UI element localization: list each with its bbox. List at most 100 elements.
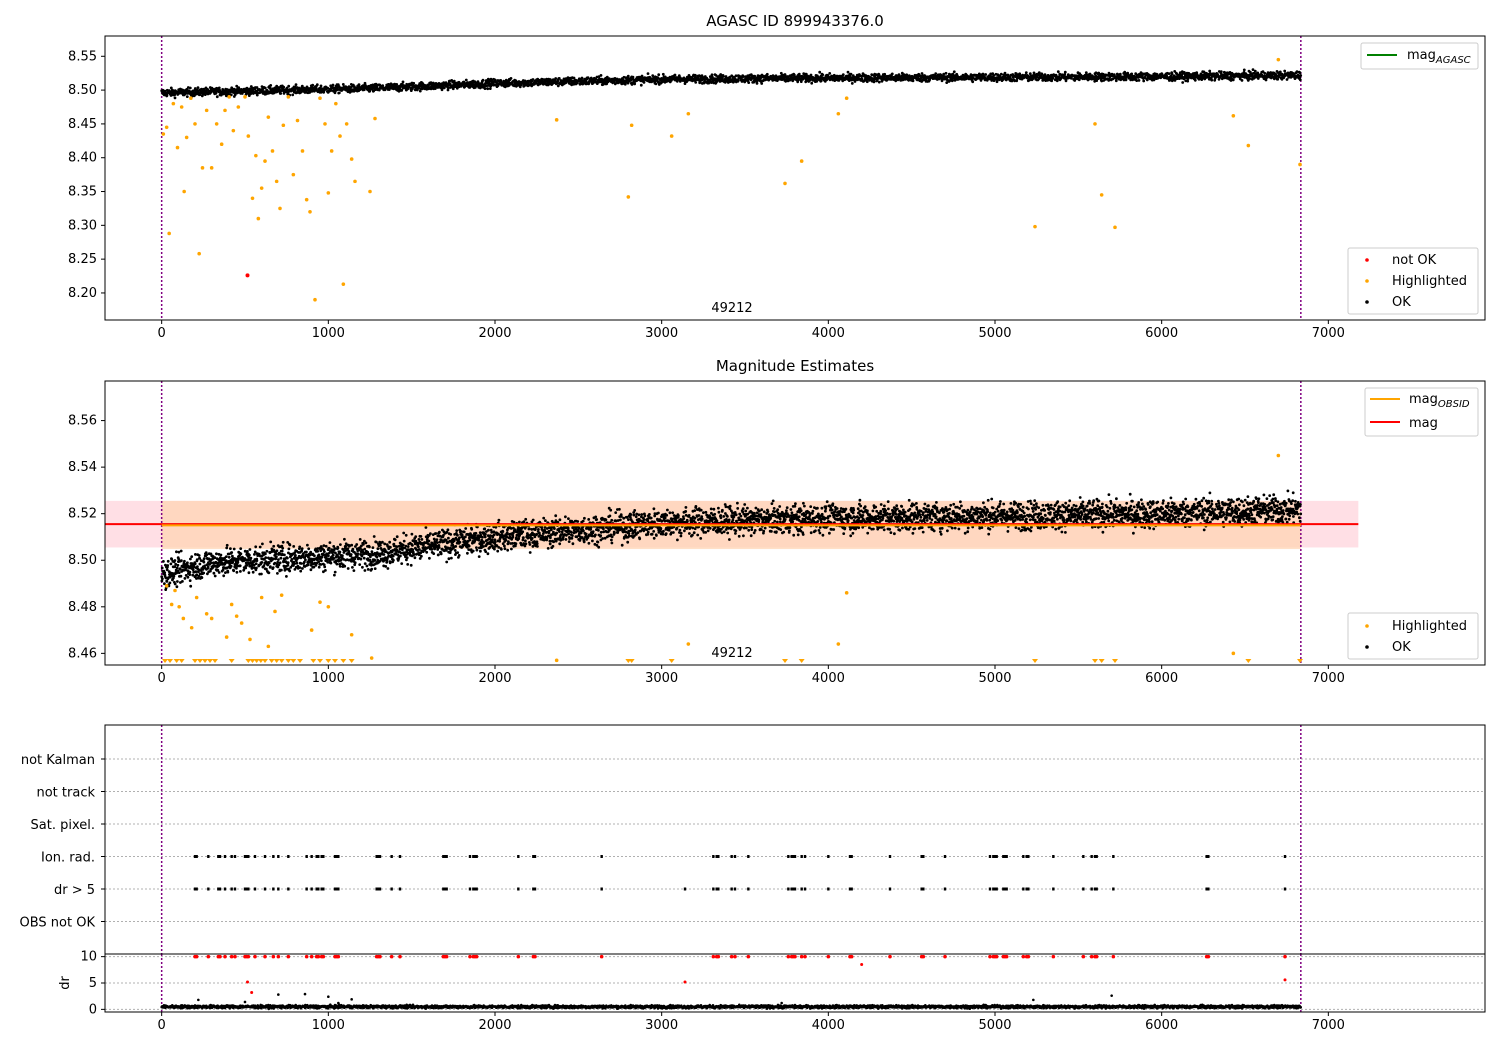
flag-marker <box>310 855 313 858</box>
flag-marker <box>193 887 197 891</box>
highlighted-below-range-marker <box>317 659 323 663</box>
dr-not-ok-point <box>860 963 864 967</box>
highlighted-point <box>836 642 841 646</box>
flag-marker <box>287 855 290 858</box>
dr-ok-point <box>780 1001 783 1005</box>
flag-marker <box>378 855 382 858</box>
agasc-axes-frame <box>104 35 1486 321</box>
y-tick-label: 8.20 <box>68 286 97 301</box>
dr-not-ok-point <box>246 980 249 984</box>
flag-marker <box>1093 887 1097 891</box>
dr-not-ok-capped-point <box>444 954 449 959</box>
flag-marker <box>277 887 280 891</box>
highlighted-point <box>309 628 314 632</box>
highlighted-point <box>250 196 255 201</box>
highlighted-point <box>1276 57 1281 62</box>
highlighted-point <box>326 191 331 195</box>
flag-marker <box>992 887 995 891</box>
x-tick-label: 2000 <box>478 671 511 686</box>
highlighted-point <box>844 591 849 595</box>
dr-not-ok-capped-point <box>1004 954 1009 959</box>
flag-marker <box>1090 887 1093 891</box>
x-tick-label: 0 <box>158 326 166 341</box>
x-tick-label: 4000 <box>812 671 845 686</box>
flag-marker <box>600 855 603 858</box>
flag-row-label: Ion. rad. <box>41 851 95 866</box>
agasc-magnitude-panel: AGASC ID 899943376.0 0 1000 2000 3000 4000 50… <box>68 12 1486 341</box>
flag-marker <box>322 855 325 858</box>
flag-marker <box>712 855 715 858</box>
dr-not-ok-capped-point <box>468 954 472 959</box>
flag-marker <box>995 855 998 858</box>
highlighted-point <box>229 602 234 607</box>
dr-not-ok-capped-point <box>533 954 537 959</box>
highlighted-point <box>184 135 189 140</box>
highlighted-below-range-marker <box>348 659 355 663</box>
x-tick-label: 2000 <box>478 326 511 341</box>
highlighted-point <box>173 588 177 593</box>
highlighted-below-range-marker <box>310 659 317 663</box>
legend-label-highlighted: Highlighted <box>1392 274 1467 289</box>
flag-marker <box>1025 887 1028 891</box>
dr-ok-point <box>337 1001 340 1005</box>
flag-marker <box>317 855 320 858</box>
highlighted-point <box>164 125 169 130</box>
flag-marker <box>377 855 380 858</box>
dr-not-ok-capped-point <box>223 954 227 959</box>
flag-marker <box>888 887 892 891</box>
dr-not-ok-capped-point <box>921 954 926 959</box>
dr-not-ok-capped-point <box>194 954 199 959</box>
flag-marker <box>1090 855 1093 858</box>
y-tick-label: 8.35 <box>68 185 97 200</box>
x-tick-label: 1000 <box>312 1018 345 1033</box>
highlighted-point <box>334 101 338 106</box>
y-tick-label: 0 <box>89 1002 97 1017</box>
flag-marker <box>1082 855 1085 858</box>
highlighted-point <box>239 621 244 625</box>
dr-not-ok-capped-point <box>304 954 309 959</box>
dr-data-layer <box>105 954 1485 1012</box>
dr-not-ok-capped-point <box>1021 954 1026 959</box>
highlighted-point <box>209 616 214 621</box>
highlighted-point <box>1113 225 1117 230</box>
highlighted-below-range-marker <box>285 659 292 663</box>
dr-not-ok-capped-point <box>309 954 314 959</box>
highlighted-point <box>243 95 247 99</box>
flag-marker <box>1082 887 1085 891</box>
flag-marker <box>1283 855 1287 858</box>
flags-data-layer <box>105 725 1485 954</box>
flag-marker <box>848 887 852 891</box>
flag-marker <box>848 855 852 858</box>
flag-marker <box>1027 855 1030 858</box>
highlighted-below-range-marker <box>268 659 275 663</box>
highlighted-point <box>1099 193 1104 197</box>
x-tick-label: 4000 <box>812 1018 845 1033</box>
estimates-ticks: 0 1000 2000 3000 4000 5000 6000 7000 8.46 8.48 8.5… <box>68 414 1345 686</box>
highlighted-below-range-marker <box>253 659 260 663</box>
x-tick-label: 0 <box>158 671 166 686</box>
dr-ticks: 0 1000 2000 3000 4000 5000 6000 7000 0 5 10 <box>80 950 1344 1033</box>
highlighted-point <box>181 616 186 621</box>
legend-label-mag-obsid: magOBSID <box>1409 392 1470 410</box>
flag-marker <box>920 887 923 891</box>
dr-not-ok-capped-point <box>218 954 222 959</box>
flag-marker <box>475 855 478 858</box>
legend-marker-ok <box>1365 300 1369 304</box>
agasc-title: AGASC ID 899943376.0 <box>706 12 884 30</box>
highlighted-point <box>304 197 309 202</box>
flag-marker <box>988 855 992 858</box>
highlighted-point <box>353 179 357 184</box>
highlighted-point <box>223 108 227 113</box>
flag-marker <box>827 855 830 858</box>
highlighted-below-range-marker <box>273 659 280 663</box>
x-tick-label: 5000 <box>978 1018 1011 1033</box>
highlighted-point <box>300 149 305 153</box>
flag-marker <box>992 855 995 858</box>
highlighted-below-range-marker <box>1297 659 1303 663</box>
highlighted-point <box>291 172 296 177</box>
flag-marker <box>993 855 997 858</box>
highlighted-point <box>1093 122 1097 126</box>
agasc-legend-lower: not OK Highlighted OK <box>1347 247 1479 315</box>
dr-not-ok-capped-point <box>1089 954 1094 959</box>
dr-not-ok-capped-point <box>321 954 326 959</box>
